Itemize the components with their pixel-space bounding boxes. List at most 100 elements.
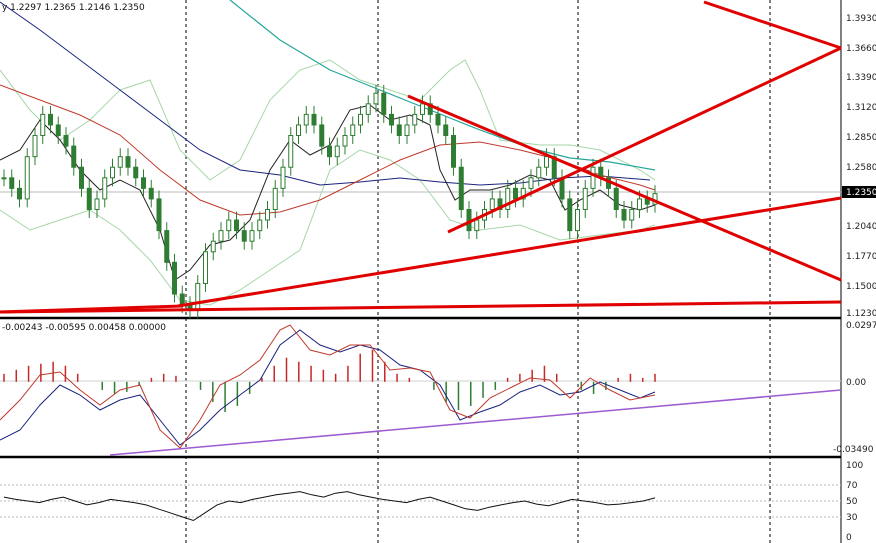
candle-body <box>48 113 53 126</box>
candle-body <box>195 282 201 311</box>
vertical-grid <box>185 0 771 543</box>
candle-body <box>350 124 356 137</box>
candle-body <box>133 166 139 179</box>
oscillator-levels <box>0 484 841 518</box>
candle-body <box>94 198 100 210</box>
macd-histogram <box>3 349 656 412</box>
osc-y-tick-label: 50 <box>846 497 858 507</box>
fast-ma-line <box>0 104 656 281</box>
osc-y-tick-label: 0 <box>846 533 852 543</box>
candle-body <box>257 219 263 232</box>
candle-body <box>590 166 596 189</box>
candle-body <box>443 124 449 137</box>
current-price-label: 1.2350 <box>846 188 876 198</box>
candle-body <box>412 113 418 126</box>
candle-body <box>513 187 518 200</box>
candle-body <box>32 135 38 158</box>
trendlines <box>0 0 842 314</box>
macd-y-tick-label: 0.02977 <box>846 321 876 331</box>
candle-body <box>629 208 635 221</box>
candle-body <box>373 92 379 105</box>
macd-main-line <box>0 324 656 449</box>
y-tick-label: 1.2580 <box>846 163 876 173</box>
candle-body <box>148 187 154 200</box>
candle-body <box>125 156 131 168</box>
candle-body <box>396 124 402 137</box>
candle-body <box>575 208 580 232</box>
candle-body <box>621 208 627 221</box>
candle-body <box>427 103 433 115</box>
candles <box>1 84 658 319</box>
candle-body <box>102 177 108 200</box>
candle-body <box>9 177 15 189</box>
teal-ma-line <box>229 0 656 171</box>
candle-body <box>40 113 46 137</box>
candle-body <box>226 219 232 232</box>
candle-body <box>582 187 588 210</box>
candle-body <box>17 187 22 200</box>
candle-body <box>234 219 239 232</box>
candle-body <box>334 145 340 158</box>
lower-band-line <box>0 149 656 306</box>
macd-y-tick-label: -0.03490 <box>833 445 874 455</box>
candle-body <box>637 198 642 210</box>
osc-y-tick-label: 100 <box>846 461 863 471</box>
candle-body <box>327 145 332 158</box>
candle-body <box>218 230 224 242</box>
trendline <box>447 46 842 234</box>
y-tick-label: 1.1230 <box>846 309 876 319</box>
candle-body <box>404 124 410 137</box>
candle-body <box>544 156 549 168</box>
candle-body <box>164 230 170 263</box>
current-price-badge <box>842 186 876 198</box>
candle-body <box>288 135 294 168</box>
macd-lines <box>0 324 842 456</box>
candle-body <box>505 187 511 210</box>
macd-header: -0.00243 -0.00595 0.00458 0.00000 <box>2 323 166 333</box>
oscillator-line <box>3 491 656 522</box>
trendline <box>0 300 842 314</box>
candle-body <box>342 135 348 147</box>
candle-body <box>1 177 7 180</box>
candle-body <box>536 166 542 179</box>
candle-body <box>358 113 363 126</box>
trendline <box>177 196 842 308</box>
y-tick-label: 1.3660 <box>846 44 876 54</box>
candle-body <box>435 113 441 126</box>
y-tick-label: 1.3390 <box>846 73 876 83</box>
candle-body <box>613 187 619 210</box>
candle-body <box>110 166 115 179</box>
y-tick-label: 1.3930 <box>846 14 876 24</box>
candle-body <box>451 135 456 168</box>
candle-body <box>458 166 464 210</box>
candle-body <box>420 103 425 115</box>
osc-y-tick-label: 30 <box>846 513 858 523</box>
y-tick-label: 1.2040 <box>846 222 876 232</box>
osc-y-tick-label: 70 <box>846 481 858 491</box>
trendline <box>703 0 842 50</box>
macd-y-tick-label: 0.00 <box>846 378 866 388</box>
candle-body <box>528 177 534 189</box>
ohlc-header: y 1.2297 1.2365 1.2146 1.2350 <box>2 3 145 13</box>
candle-body <box>210 240 216 253</box>
candle-body <box>474 219 480 232</box>
candle-body <box>489 198 495 210</box>
candle-body <box>567 198 573 232</box>
candle-body <box>55 124 61 137</box>
candle-body <box>63 135 69 147</box>
candle-body <box>311 113 317 126</box>
candle-body <box>79 166 84 189</box>
candle-body <box>319 124 325 147</box>
price-axis: 1.3930 1.3660 1.3390 1.3120 1.2850 1.258… <box>846 14 876 319</box>
candle-body <box>156 198 162 232</box>
y-tick-label: 1.1500 <box>846 282 876 292</box>
indicator-lines <box>0 0 656 306</box>
trendline <box>407 94 842 282</box>
candle-body <box>520 187 526 200</box>
candle-body <box>272 187 278 210</box>
y-tick-label: 1.1770 <box>846 252 876 262</box>
trendline <box>0 304 183 314</box>
candle-body <box>249 230 255 242</box>
candle-body <box>71 145 77 168</box>
